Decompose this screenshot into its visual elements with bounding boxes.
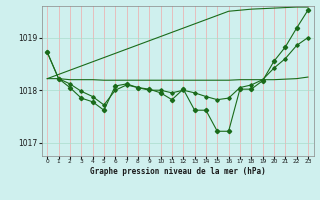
X-axis label: Graphe pression niveau de la mer (hPa): Graphe pression niveau de la mer (hPa) bbox=[90, 167, 266, 176]
